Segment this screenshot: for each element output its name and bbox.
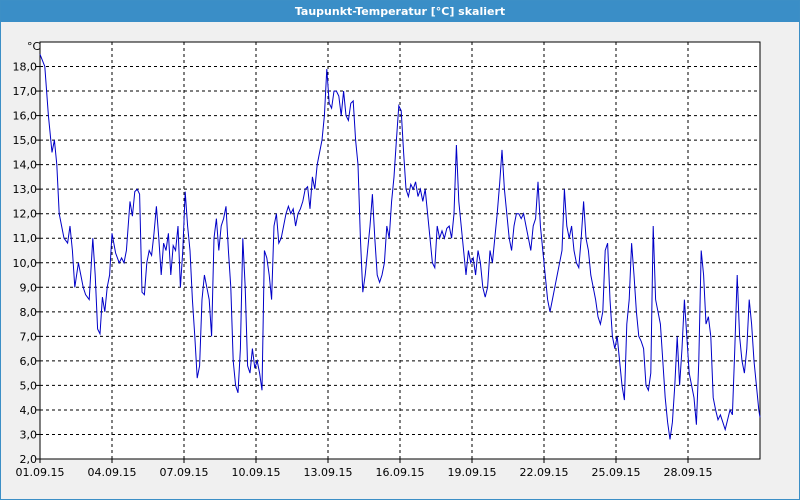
y-tick-label: 11,0 bbox=[13, 232, 38, 245]
x-tick-label: 19.09.15 bbox=[448, 466, 497, 479]
y-tick-label: 9,0 bbox=[20, 281, 38, 294]
y-tick-label: 17,0 bbox=[13, 85, 38, 98]
dewpoint-chart: 2,0 3,0 4,0 5,0 6,0 7,0 8,0 9,0 10,0 11,0 12,0 13,0… bbox=[13, 40, 761, 479]
y-axis: 2,0 3,0 4,0 5,0 6,0 7,0 8,0 9,0 10,0 11,0 12,0 13,0… bbox=[13, 61, 40, 466]
dewpoint-series-line bbox=[39, 54, 761, 440]
y-tick-label: 4,0 bbox=[20, 404, 38, 417]
x-tick-label: 10.09.15 bbox=[232, 466, 281, 479]
y-tick-label: 5,0 bbox=[20, 379, 38, 392]
x-tick-label: 22.09.15 bbox=[520, 466, 569, 479]
x-tick-label: 16.09.15 bbox=[376, 466, 425, 479]
x-tick-label: 13.09.15 bbox=[304, 466, 353, 479]
y-tick-label: 18,0 bbox=[13, 61, 38, 74]
y-tick-label: 2,0 bbox=[20, 453, 38, 466]
y-axis-unit-label: °C bbox=[27, 40, 41, 53]
x-tick-label: 25.09.15 bbox=[592, 466, 641, 479]
y-tick-label: 12,0 bbox=[13, 208, 38, 221]
y-tick-label: 3,0 bbox=[20, 428, 38, 441]
y-tick-label: 16,0 bbox=[13, 110, 38, 123]
y-tick-label: 6,0 bbox=[20, 355, 38, 368]
x-tick-label: 28.09.15 bbox=[664, 466, 713, 479]
x-tick-label: 07.09.15 bbox=[160, 466, 209, 479]
y-tick-label: 15,0 bbox=[13, 134, 38, 147]
y-tick-label: 10,0 bbox=[13, 257, 38, 270]
window-title: Taupunkt-Temperatur [°C] skaliert bbox=[1, 1, 799, 22]
x-axis: 01.09.15 04.09.15 07.09.15 10.09.15 13.09.15… bbox=[16, 459, 713, 479]
x-tick-label: 04.09.15 bbox=[88, 466, 137, 479]
y-tick-label: 13,0 bbox=[13, 183, 38, 196]
y-tick-label: 14,0 bbox=[13, 159, 38, 172]
y-tick-label: 8,0 bbox=[20, 306, 38, 319]
x-tick-label: 01.09.15 bbox=[16, 466, 65, 479]
y-tick-label: 7,0 bbox=[20, 330, 38, 343]
